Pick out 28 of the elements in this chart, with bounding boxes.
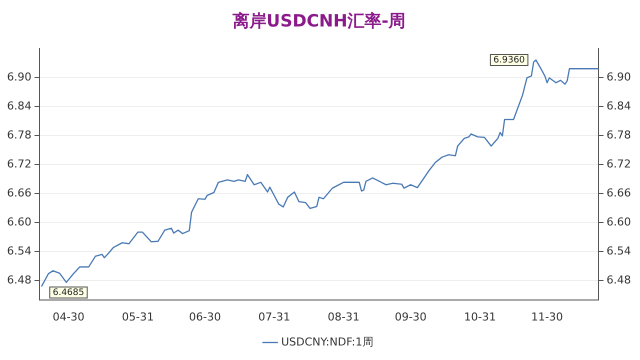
y-tick-label: 6.54 [6, 244, 32, 258]
x-tick-label: 11-30 [531, 310, 564, 324]
y-tick-label: 6.90 [6, 70, 32, 84]
x-tick-label: 10-31 [464, 310, 496, 324]
y-tick-label: 6.72 [6, 157, 32, 170]
y-tick-label: 6.60 [6, 215, 32, 228]
y2-tick-label: 6.90 [606, 70, 632, 84]
y2-tick-label: 6.48 [606, 273, 632, 286]
y2-tick-label: 6.60 [606, 215, 632, 228]
annotation: 6.9360 [493, 55, 526, 66]
y-tick-label: 6.66 [6, 186, 32, 200]
x-tick-label: 04-30 [52, 310, 85, 324]
legend-label: USDCNY:NDF:1周 [281, 335, 374, 348]
x-tick-label: 09-30 [394, 310, 427, 324]
y2-tick-label: 6.84 [606, 99, 632, 112]
y2-tick-label: 6.78 [606, 128, 632, 142]
x-tick-label: 07-31 [258, 310, 290, 324]
chart-title: 离岸USDCNH汇率-周 [231, 12, 406, 32]
x-tick-label: 06-30 [188, 310, 221, 324]
annotation: 6.4685 [52, 288, 84, 298]
y2-tick-label: 6.72 [606, 157, 632, 170]
y-tick-label: 6.84 [6, 99, 32, 112]
x-tick-label: 08-31 [328, 310, 360, 324]
y2-tick-label: 6.54 [606, 244, 632, 258]
y-tick-label: 6.48 [6, 273, 32, 286]
y2-tick-label: 6.66 [606, 186, 632, 200]
x-tick-label: 05-31 [122, 310, 154, 324]
y-tick-label: 6.78 [6, 128, 32, 142]
